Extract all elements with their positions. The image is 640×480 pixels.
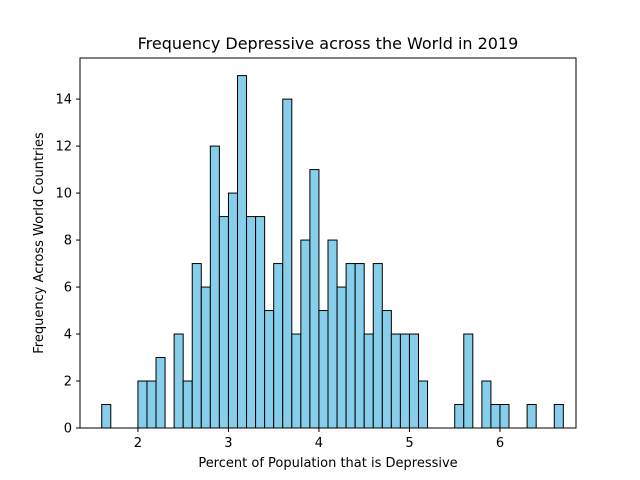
- histogram-bar: [291, 333, 302, 429]
- histogram-bar: [381, 310, 392, 429]
- histogram-bar: [553, 404, 564, 429]
- histogram-bar: [182, 380, 193, 429]
- x-axis-label: Percent of Population that is Depressive: [198, 456, 457, 471]
- histogram-bar: [264, 310, 275, 429]
- histogram-bar: [101, 404, 112, 429]
- histogram-bar: [336, 286, 347, 429]
- histogram-bar: [526, 404, 537, 429]
- histogram-bar: [372, 263, 383, 429]
- histogram-bar: [209, 145, 220, 429]
- histogram-bar: [354, 263, 365, 429]
- histogram-bar: [390, 333, 401, 429]
- histogram-bar: [146, 380, 157, 429]
- histogram-bar: [236, 75, 248, 429]
- histogram-bar: [173, 333, 184, 429]
- histogram-bar: [499, 404, 510, 429]
- histogram-bar: [454, 404, 465, 429]
- histogram-bar: [363, 333, 374, 429]
- histogram-bar: [408, 333, 420, 429]
- x-tick-label: 6: [496, 436, 504, 451]
- histogram-bar: [490, 404, 501, 429]
- x-tick-label: 5: [405, 436, 413, 451]
- histogram-bar: [318, 310, 329, 429]
- histogram-bar: [481, 380, 492, 429]
- y-tick-label: 6: [64, 281, 72, 296]
- histogram-bar: [309, 169, 320, 429]
- histogram-bar: [255, 216, 266, 429]
- x-tick-label: 3: [224, 436, 232, 451]
- histogram-bar: [463, 333, 474, 429]
- y-tick-label: 10: [55, 187, 72, 202]
- y-tick-label: 14: [55, 93, 72, 108]
- histogram-bar: [155, 357, 166, 429]
- chart-title: Frequency Depressive across the World in…: [138, 34, 519, 53]
- histogram-bar: [246, 216, 257, 429]
- histogram-bar: [282, 98, 293, 429]
- histogram-bar: [227, 192, 238, 429]
- histogram-bar: [200, 286, 211, 429]
- y-tick-label: 2: [64, 375, 72, 390]
- histogram-bar: [137, 380, 148, 429]
- y-axis-ticks: 0 2 4 6 8 10 12 14: [55, 93, 80, 437]
- x-tick-label: 2: [134, 436, 142, 451]
- histogram-bar: [273, 263, 284, 429]
- y-tick-label: 4: [64, 328, 72, 343]
- histogram-bar: [191, 263, 202, 429]
- y-tick-label: 0: [64, 422, 72, 437]
- x-tick-label: 4: [315, 436, 323, 451]
- x-axis-ticks: 2 3 4 5 6: [134, 428, 504, 451]
- y-tick-label: 8: [64, 234, 72, 249]
- y-tick-label: 12: [55, 140, 72, 155]
- y-axis-label: Frequency Across World Countries: [32, 132, 47, 354]
- histogram-bar: [218, 216, 229, 429]
- histogram-bar: [345, 263, 356, 429]
- histogram-bar: [327, 239, 338, 429]
- histogram-bar: [300, 239, 311, 429]
- histogram-bar: [418, 380, 429, 429]
- histogram-bar: [399, 333, 410, 429]
- plot-frame: [79, 57, 577, 429]
